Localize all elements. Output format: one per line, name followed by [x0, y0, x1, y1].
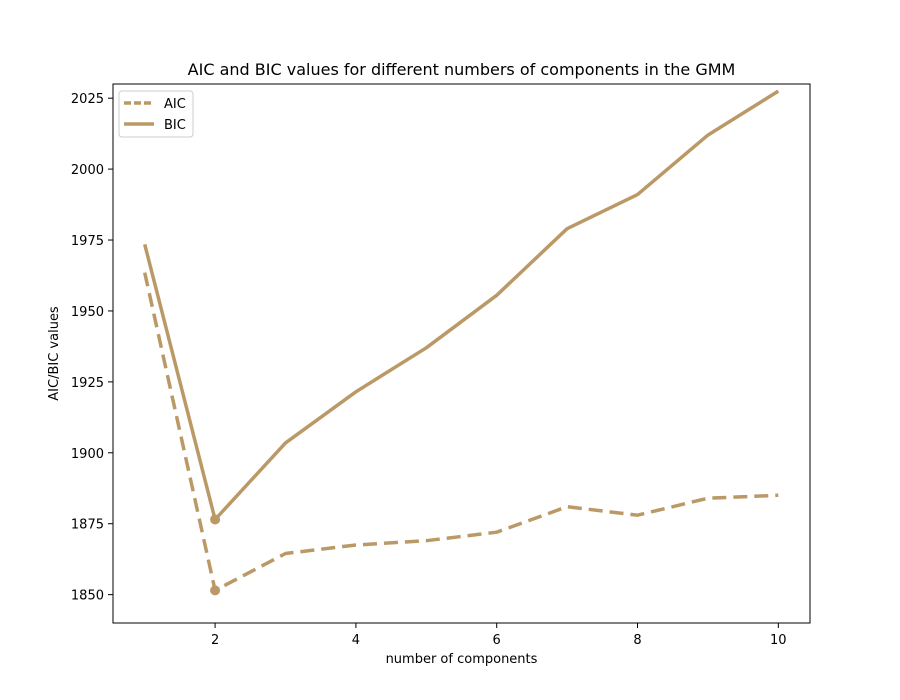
- y-tick-label: 2025: [71, 92, 104, 107]
- x-tick-label: 6: [493, 633, 501, 648]
- series-line-bic: [143, 89, 780, 522]
- legend: AIC BIC: [118, 90, 194, 138]
- x-tick-label: 8: [633, 633, 641, 648]
- y-tick-label: 1900: [71, 447, 104, 462]
- y-tick-label: 1875: [71, 518, 104, 533]
- series-line-aic: [142, 272, 779, 593]
- min-marker-aic: [210, 585, 221, 596]
- chart-title: AIC and BIC values for different numbers…: [188, 60, 736, 79]
- legend-label-aic: AIC: [164, 97, 186, 112]
- x-axis-title: number of components: [386, 652, 538, 667]
- legend-label-bic: BIC: [164, 118, 186, 133]
- y-tick-label: 2000: [71, 163, 104, 178]
- y-tick-label: 1925: [71, 376, 104, 391]
- plot-frame: [112, 83, 811, 624]
- y-axis-title: AIC/BIC values: [47, 306, 62, 401]
- y-tick-label: 1950: [71, 305, 104, 320]
- series-layer: [142, 89, 780, 596]
- y-tick-label: 1850: [71, 589, 104, 604]
- ticks-layer: 2 4 6 8 10 1850 1875 1900 1925 1950 1975 2000 2025: [71, 92, 787, 648]
- y-tick-label: 1975: [71, 234, 104, 249]
- x-tick-label: 10: [770, 633, 787, 648]
- min-marker-bic: [210, 514, 221, 525]
- x-tick-label: 4: [352, 633, 360, 648]
- x-tick-label: 2: [211, 633, 219, 648]
